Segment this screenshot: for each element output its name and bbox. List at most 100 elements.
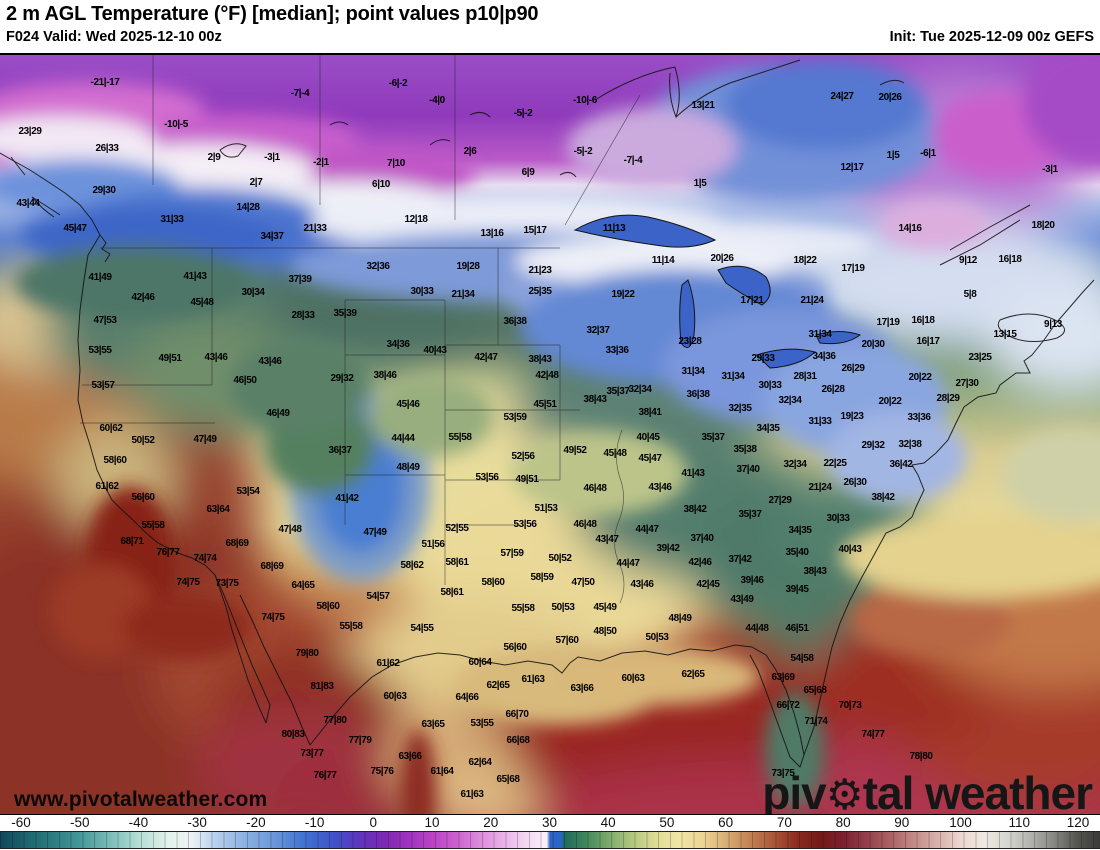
point-value: 46|49 — [266, 406, 290, 419]
point-value: 41|43 — [681, 466, 705, 479]
point-value: 21|34 — [451, 287, 475, 300]
colorbar-tick: 40 — [600, 815, 616, 830]
colorbar-tick: -50 — [69, 815, 90, 830]
point-value: 45|46 — [396, 397, 420, 410]
point-value: -7|-4 — [290, 86, 310, 99]
point-value: 55|58 — [339, 619, 363, 632]
point-value: 39|42 — [656, 541, 680, 554]
point-value: -5|-2 — [513, 106, 533, 119]
point-value: 32|36 — [366, 259, 390, 272]
point-value: 13|15 — [993, 327, 1017, 340]
point-value: 35|38 — [733, 442, 757, 455]
point-value: 28|31 — [793, 369, 817, 382]
point-value: 26|33 — [95, 141, 119, 154]
page-title: 2 m AGL Temperature (°F) [median]; point… — [6, 3, 539, 25]
logo-text-right: tal weather — [862, 767, 1093, 815]
point-value: 42|48 — [535, 368, 559, 381]
colorbar-tick: 50 — [659, 815, 675, 830]
point-value: -2|1 — [313, 155, 329, 168]
point-value: 58|60 — [316, 599, 340, 612]
point-value: 70|73 — [838, 698, 862, 711]
colorbar-tick: -40 — [128, 815, 149, 830]
point-value: 21|33 — [303, 221, 327, 234]
temperature-map: -21|-17 23|29 -10|-5 26|33 2|9 -3|1 29|30 2|7 43… — [0, 53, 1100, 815]
point-value: -6|1 — [920, 146, 936, 159]
point-value: 45|49 — [593, 600, 617, 613]
point-value: 73|75 — [771, 766, 795, 779]
point-value: 57|60 — [555, 633, 579, 646]
point-value: 58|59 — [530, 570, 554, 583]
point-value: 68|69 — [225, 536, 249, 549]
colorbar-tick: 120 — [1066, 815, 1090, 830]
point-value: 9|13 — [1044, 317, 1062, 330]
point-value: 61|64 — [430, 764, 454, 777]
point-value: 13|16 — [480, 226, 504, 239]
colorbar-tick: -30 — [187, 815, 207, 830]
point-value: 45|51 — [533, 397, 557, 410]
point-value: 61|62 — [95, 479, 119, 492]
point-value: 35|37 — [606, 384, 630, 397]
point-value: 52|56 — [511, 449, 535, 462]
point-value: 9|12 — [959, 253, 977, 266]
point-value-layer: -21|-17 23|29 -10|-5 26|33 2|9 -3|1 29|30 2|7 43… — [0, 55, 1100, 814]
point-value: 61|62 — [376, 656, 400, 669]
point-value: 2|9 — [207, 150, 221, 163]
point-value: -4|0 — [429, 93, 445, 106]
point-value: 39|46 — [740, 573, 764, 586]
point-value: 42|46 — [688, 555, 712, 568]
point-value: 49|51 — [158, 351, 182, 364]
point-value: 44|47 — [635, 522, 659, 535]
coastlines — [0, 59, 1095, 768]
point-value: 20|30 — [861, 337, 885, 350]
point-value: 40|43 — [423, 343, 447, 356]
point-value: 64|66 — [455, 690, 479, 703]
point-value: 32|38 — [898, 437, 922, 450]
point-value: 38|41 — [638, 405, 662, 418]
point-value: 7|10 — [387, 156, 405, 169]
point-value: 29|30 — [92, 183, 116, 196]
point-value: 37|39 — [288, 272, 312, 285]
point-value: 50|53 — [551, 600, 575, 613]
point-value: 48|49 — [396, 460, 420, 473]
point-value: 32|37 — [586, 323, 610, 336]
point-value: 33|36 — [907, 410, 931, 423]
point-value: 27|30 — [955, 376, 979, 389]
point-value: 38|43 — [803, 564, 827, 577]
point-value: 17|19 — [841, 261, 865, 274]
point-value: 26|29 — [841, 361, 865, 374]
point-value: 66|72 — [776, 698, 800, 711]
point-value: 71|74 — [804, 714, 828, 727]
point-value: 26|30 — [843, 475, 867, 488]
point-value: 49|51 — [515, 472, 539, 485]
point-value: 49|52 — [563, 443, 587, 456]
point-value: 62|64 — [468, 755, 492, 768]
logo-text-left: piv — [762, 767, 826, 815]
point-value: 36|37 — [328, 443, 352, 456]
point-value: 25|35 — [528, 284, 552, 297]
point-value: 53|59 — [503, 410, 527, 423]
point-value: 21|23 — [528, 263, 552, 276]
point-value: 62|65 — [486, 678, 510, 691]
point-value: 55|58 — [141, 518, 165, 531]
point-value: 56|60 — [131, 490, 155, 503]
point-value: 44|47 — [616, 556, 640, 569]
point-value: 32|34 — [778, 393, 802, 406]
point-value: 29|32 — [330, 371, 354, 384]
point-value: 55|58 — [511, 601, 535, 614]
point-value: 43|44 — [16, 196, 40, 209]
colorbar-tick: -20 — [246, 815, 266, 830]
point-value: 74|75 — [176, 575, 200, 588]
point-value: 35|37 — [701, 430, 725, 443]
point-value: 44|48 — [745, 621, 769, 634]
point-value: 68|69 — [260, 559, 284, 572]
point-value: 35|40 — [785, 545, 809, 558]
point-value: -5|-2 — [573, 144, 593, 157]
point-value: 18|20 — [1031, 218, 1055, 231]
point-value: 81|83 — [310, 679, 334, 692]
point-value: 32|34 — [783, 457, 807, 470]
point-value: 48|49 — [668, 611, 692, 624]
point-value: 50|53 — [645, 630, 669, 643]
point-value: 28|33 — [291, 308, 315, 321]
point-value: 53|54 — [236, 484, 260, 497]
point-value: 58|60 — [103, 453, 127, 466]
